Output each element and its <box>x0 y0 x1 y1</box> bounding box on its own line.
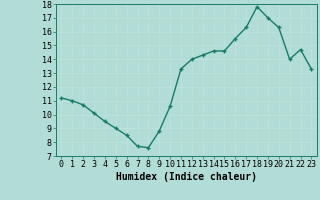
X-axis label: Humidex (Indice chaleur): Humidex (Indice chaleur) <box>116 172 257 182</box>
